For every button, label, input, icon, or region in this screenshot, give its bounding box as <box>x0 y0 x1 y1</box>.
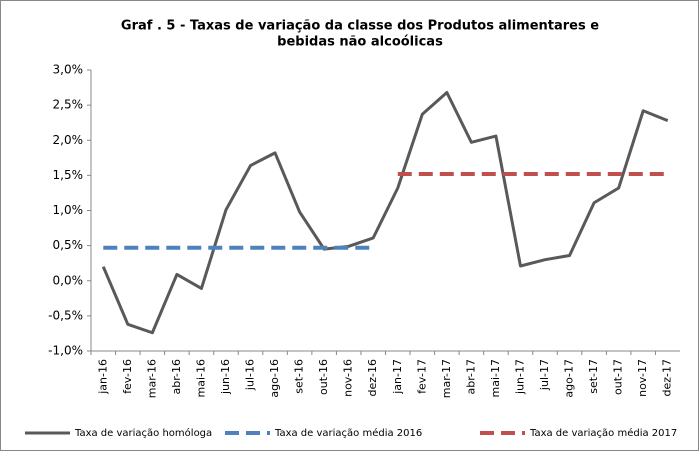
y-tick-label: -1,0% <box>48 344 83 358</box>
y-tick-label: 0,5% <box>53 238 84 252</box>
legend-label: Taxa de variação homóloga <box>74 427 212 439</box>
x-tick-label: ago-17 <box>563 359 576 398</box>
x-tick-label: mai-17 <box>489 359 502 397</box>
x-tick-label: ago-16 <box>268 359 281 398</box>
chart-title: bebidas não alcoólicas <box>277 35 443 50</box>
x-tick-label: fev-17 <box>415 359 428 394</box>
x-tick-label: abr-16 <box>170 359 183 395</box>
x-tick-label: out-17 <box>612 359 625 395</box>
x-tick-label: set-17 <box>587 359 600 394</box>
legend-label: Taxa de variação média 2017 <box>529 427 677 439</box>
y-tick-label: 2,0% <box>53 133 84 147</box>
x-tick-label: jun-16 <box>219 359 232 395</box>
x-tick-label: fev-16 <box>121 359 134 394</box>
x-tick-label: jul-17 <box>538 359 551 391</box>
y-tick-label: 1,0% <box>53 203 84 217</box>
x-tick-label: jun-17 <box>513 359 526 395</box>
x-tick-label: nov-17 <box>636 359 649 397</box>
y-tick-label: 1,5% <box>53 168 84 182</box>
x-tick-label: dez-16 <box>366 359 379 397</box>
y-tick-label: 0,0% <box>53 273 84 287</box>
x-tick-label: set-16 <box>293 359 306 394</box>
chart-title: Graf . 5 - Taxas de variação da classe d… <box>121 19 599 34</box>
x-tick-label: jan-17 <box>391 359 404 395</box>
y-tick-label: -0,5% <box>48 308 83 322</box>
x-tick-label: mai-16 <box>194 359 207 397</box>
x-tick-label: nov-16 <box>342 359 355 397</box>
x-tick-label: dez-17 <box>661 359 674 397</box>
legend-label: Taxa de variação média 2016 <box>274 427 422 439</box>
x-tick-label: abr-17 <box>464 359 477 395</box>
x-tick-label: mar-17 <box>440 359 453 398</box>
x-tick-label: jan-16 <box>96 359 109 395</box>
x-tick-label: mar-16 <box>145 359 158 398</box>
data-line <box>101 90 669 335</box>
y-tick-label: 2,5% <box>53 98 84 112</box>
y-tick-label: 3,0% <box>53 63 84 77</box>
x-tick-label: jul-16 <box>244 359 257 391</box>
x-tick-label: out-16 <box>317 359 330 395</box>
